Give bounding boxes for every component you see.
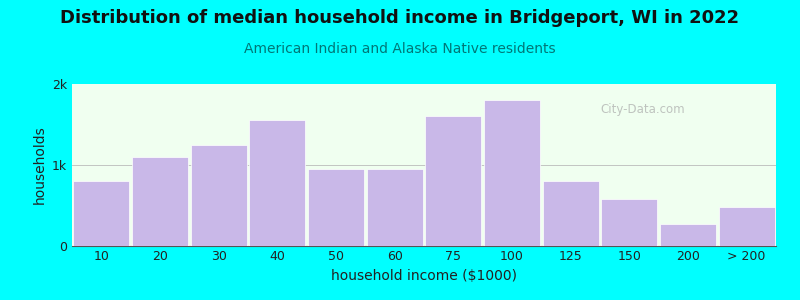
Bar [250,120,305,246]
X-axis label: household income ($1000): household income ($1000) [331,269,517,283]
Bar [543,181,598,246]
Bar [74,181,129,246]
Text: American Indian and Alaska Native residents: American Indian and Alaska Native reside… [244,42,556,56]
Bar [308,169,364,246]
Bar [484,100,540,246]
Bar [660,224,716,246]
Bar [190,145,246,246]
Bar [366,169,422,246]
Text: Distribution of median household income in Bridgeport, WI in 2022: Distribution of median household income … [61,9,739,27]
Bar [602,199,658,246]
Text: City-Data.com: City-Data.com [600,103,685,116]
Bar [132,157,188,246]
Bar [426,116,482,246]
Bar [719,207,774,246]
Y-axis label: households: households [33,126,46,204]
